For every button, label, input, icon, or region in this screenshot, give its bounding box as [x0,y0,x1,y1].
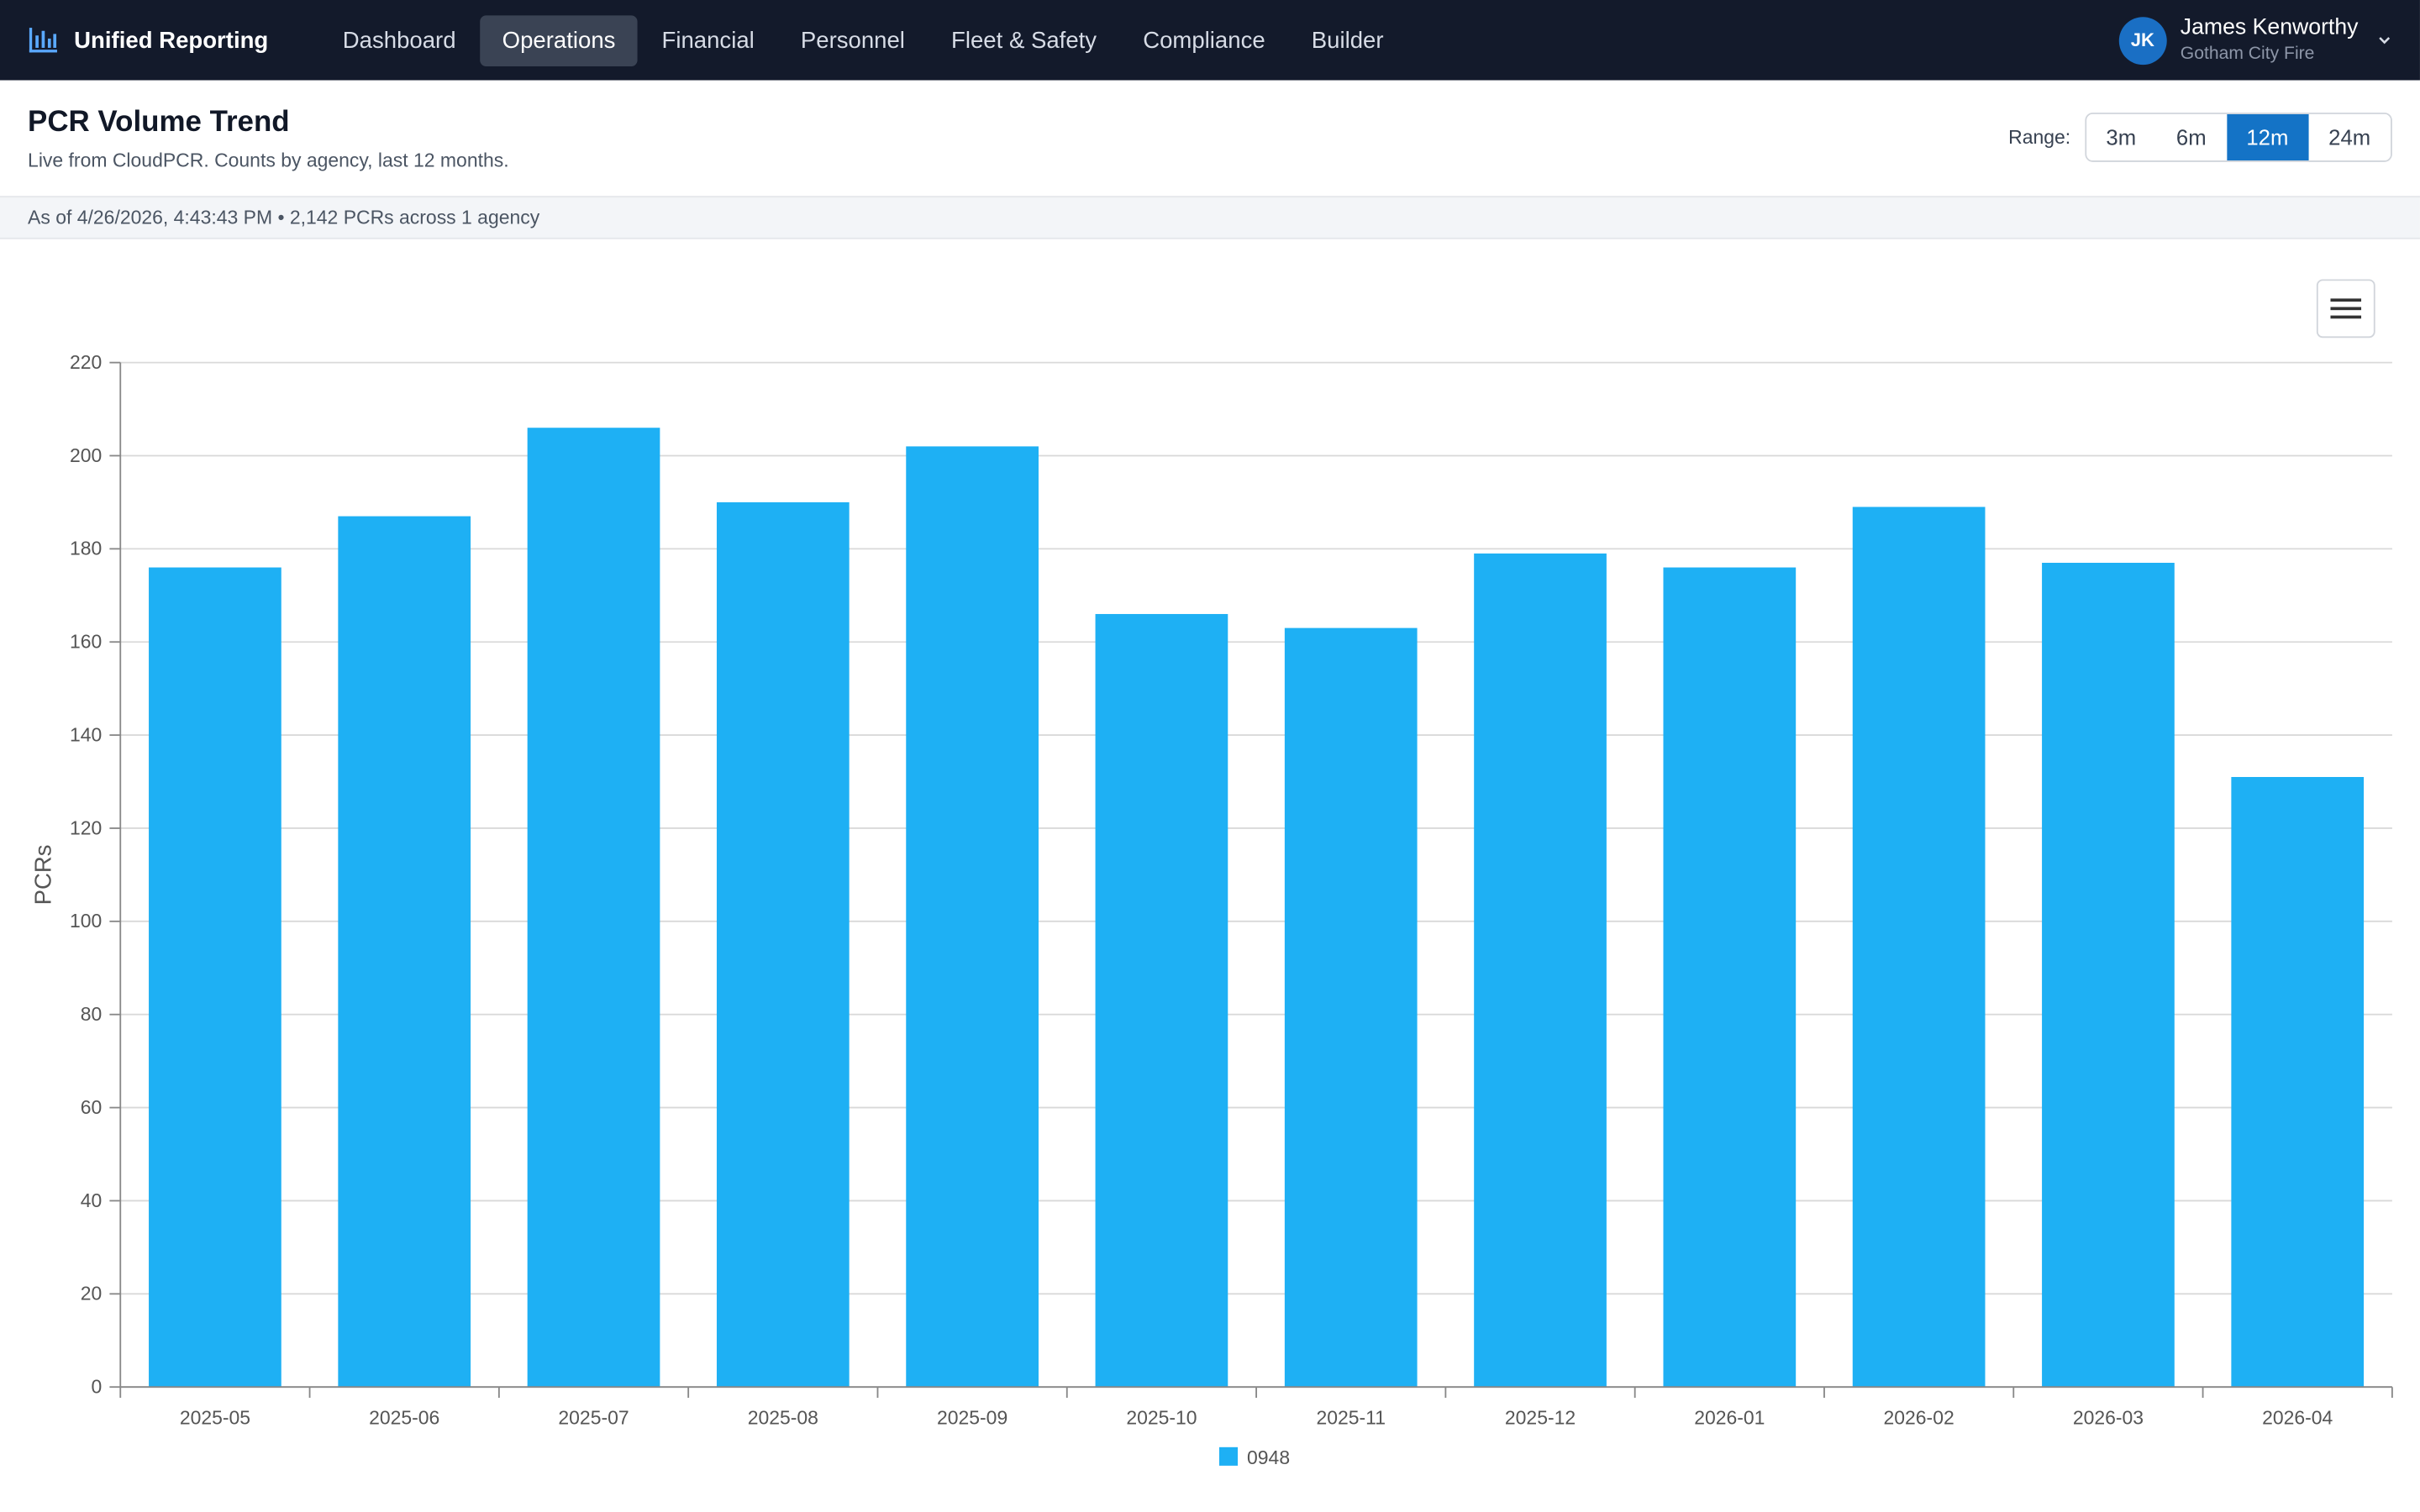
x-tick-label: 2026-02 [1884,1406,1954,1428]
y-tick-label: 60 [81,1096,103,1118]
bar [906,446,1039,1388]
x-tick-label: 2025-07 [558,1406,629,1428]
range-label: Range: [2008,126,2071,149]
x-tick-label: 2026-01 [1694,1406,1765,1428]
bar [1474,553,1607,1388]
bar [1284,627,1418,1388]
bar-chart-icon [29,28,57,53]
bar [338,516,471,1388]
range-3m-button[interactable]: 3m [2086,113,2157,161]
bar [1852,507,1986,1388]
bar [527,428,660,1388]
main-nav: Dashboard Operations Financial Personnel… [321,14,1408,66]
nav-item-fleet-safety[interactable]: Fleet & Safety [951,27,1097,54]
x-tick-label: 2026-04 [2262,1406,2333,1428]
chart-container: 0 20 40 60 80 100 120 140 160 180 200 220 PCRs 2025-0… [0,239,2420,1512]
legend-label: 0948 [1247,1446,1290,1468]
y-tick-label: 0 [91,1376,102,1398]
y-tick-label: 40 [81,1189,103,1211]
bar [2042,562,2175,1388]
x-tick-label: 2025-11 [1316,1406,1385,1428]
user-name: James Kenworthy [2180,14,2359,39]
nav-item-personnel[interactable]: Personnel [800,27,905,54]
y-tick-label: 140 [70,723,102,745]
range-selector: Range: 3m 6m 12m 24m [2008,113,2392,162]
bar [1095,613,1228,1388]
user-menu[interactable]: JK James Kenworthy Gotham City Fire [2118,0,2392,81]
page-header: PCR Volume Trend Live from CloudPCR. Cou… [0,81,2420,197]
y-tick-label: 180 [70,538,102,559]
nav-item-operations[interactable]: Operations [480,14,638,66]
page-title: PCR Volume Trend [28,106,290,139]
status-bar: As of 4/26/2026, 4:43:43 PM • 2,142 PCRs… [0,196,2420,239]
x-tick-label: 2025-10 [1126,1406,1197,1428]
chevron-down-icon[interactable] [2377,33,2392,48]
x-tick-label: 2026-03 [2073,1406,2144,1428]
y-tick-label: 160 [70,631,102,653]
y-tick-label: 220 [70,351,102,373]
x-tick-label: 2025-06 [369,1406,439,1428]
pcr-volume-chart: 0 20 40 60 80 100 120 140 160 180 200 220 PCRs 2025-0… [30,351,2393,1468]
range-6m-button[interactable]: 6m [2156,113,2227,161]
y-tick-label: 120 [70,816,102,838]
avatar[interactable]: JK [2118,16,2167,65]
status-text: As of 4/26/2026, 4:43:43 PM • 2,142 PCRs… [28,207,540,228]
bar [149,567,281,1388]
y-tick-label: 20 [81,1283,103,1305]
range-button-group: 3m 6m 12m 24m [2084,113,2392,162]
y-tick-label: 100 [70,910,102,932]
top-nav: Unified Reporting Dashboard Operations F… [0,0,2420,81]
user-org: Gotham City Fire [2180,44,2315,63]
bar [1663,567,1797,1388]
nav-item-builder[interactable]: Builder [1311,27,1384,54]
x-tick-label: 2025-12 [1505,1406,1576,1428]
nav-item-financial[interactable]: Financial [661,27,755,54]
y-tick-label: 200 [70,444,102,466]
range-12m-button[interactable]: 12m [2226,113,2309,161]
x-tick-label: 2025-09 [937,1406,1007,1428]
chart-menu-button[interactable] [2316,279,2375,339]
app-name: Unified Reporting [74,27,269,54]
y-axis-title: PCRs [30,844,56,905]
user-info: James Kenworthy Gotham City Fire [2181,14,2359,66]
bar [716,501,850,1388]
x-tick-label: 2025-08 [748,1406,818,1428]
x-tick-label: 2025-05 [180,1406,250,1428]
brand[interactable]: Unified Reporting [28,24,321,55]
bar [2231,776,2365,1388]
hamburger-menu-icon [2330,298,2362,319]
y-tick-label: 80 [81,1003,103,1025]
page-subtitle: Live from CloudPCR. Counts by agency, la… [28,150,509,171]
range-24m-button[interactable]: 24m [2308,113,2391,161]
nav-item-compliance[interactable]: Compliance [1143,27,1265,54]
nav-item-dashboard[interactable]: Dashboard [342,27,456,54]
legend-swatch [1218,1446,1239,1466]
